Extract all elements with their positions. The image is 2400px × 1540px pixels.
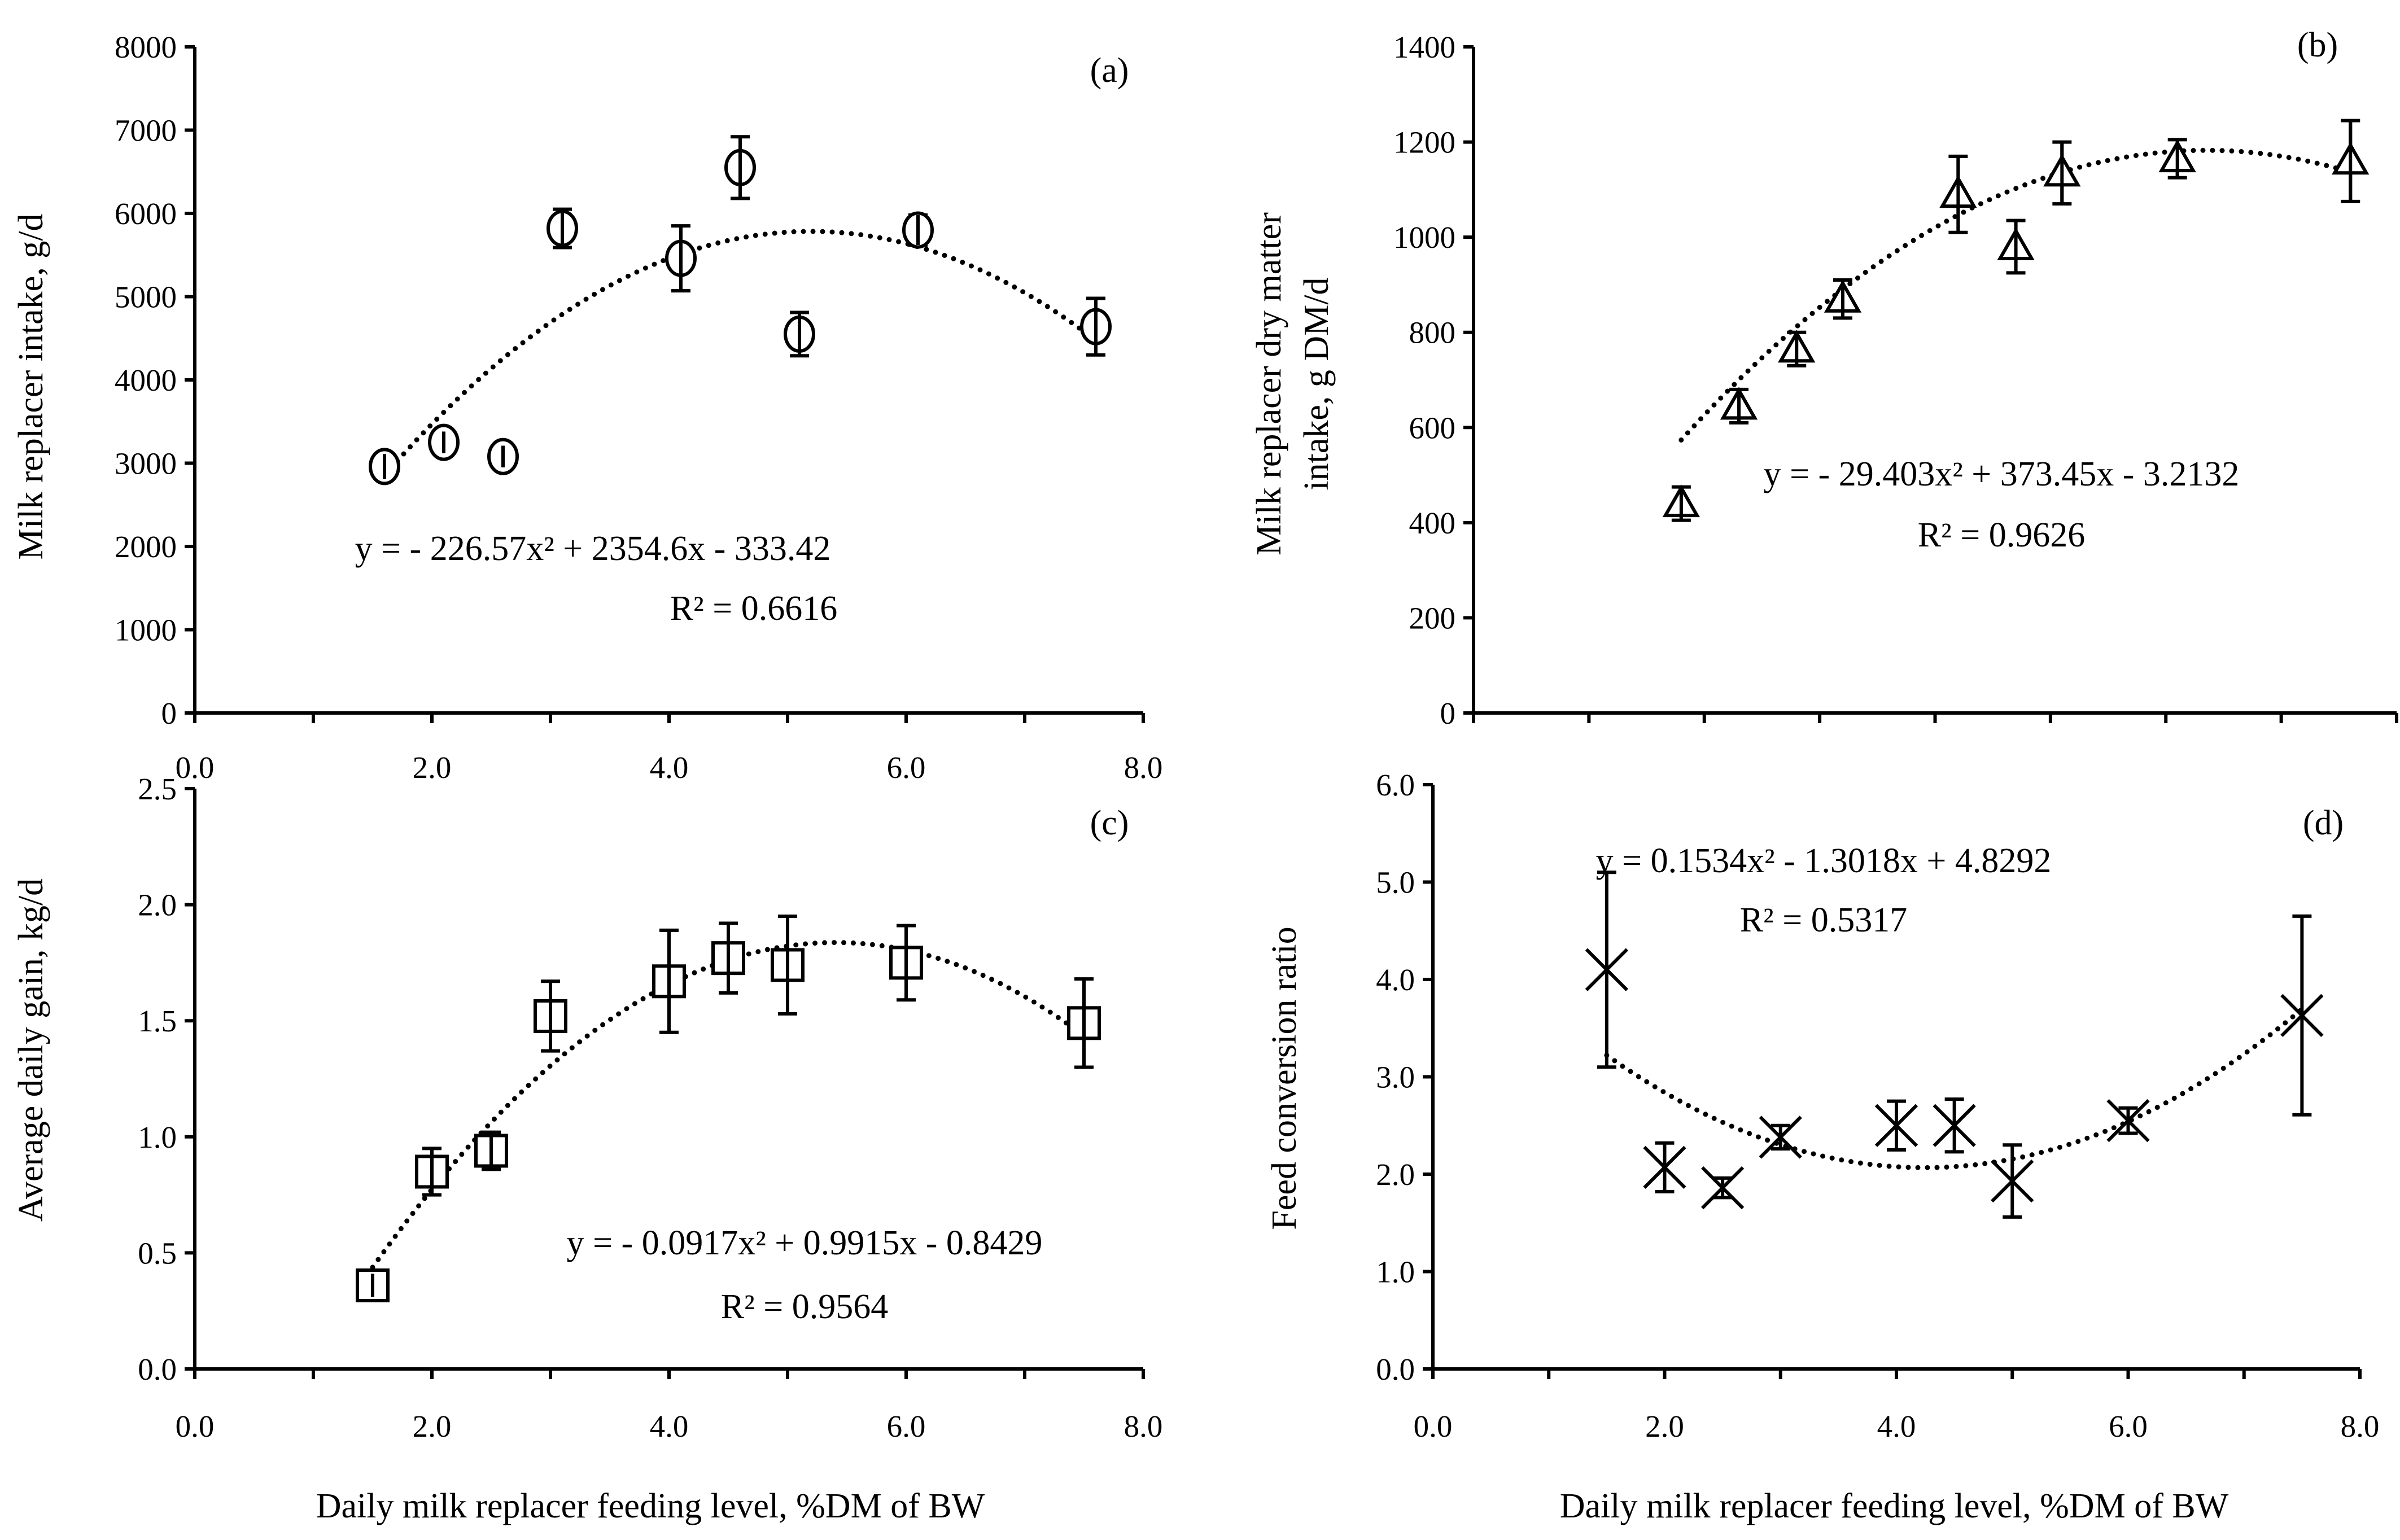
panel-a-y-tick-label: 6000 bbox=[115, 196, 177, 231]
panel-c-y-tick-label: 1.0 bbox=[138, 1120, 177, 1154]
panel-d-x-tick-label: 0.0 bbox=[1414, 1409, 1453, 1443]
panel-a-y-tick-label: 8000 bbox=[115, 30, 177, 64]
panel-d-data-point bbox=[2280, 994, 2324, 1037]
panel-c-y-tick-label: 0.0 bbox=[138, 1352, 177, 1386]
panel-d-data-point bbox=[2106, 1099, 2150, 1143]
panel-b-equation: y = - 29.403x² + 373.45x - 3.2132 bbox=[1764, 455, 2240, 493]
panel-a: Milk replacer intake, g/d (a) y = - 226.… bbox=[12, 30, 1162, 785]
panel-d-y-tick-label: 5.0 bbox=[1376, 865, 1415, 900]
panel-a-y-tick-label: 4000 bbox=[115, 363, 177, 397]
panel-a-x-tick-label: 4.0 bbox=[650, 750, 689, 785]
panel-a-equation: y = - 226.57x² + 2354.6x - 333.42 bbox=[355, 530, 831, 568]
panel-c-label: (c) bbox=[1090, 804, 1129, 842]
panel-b: Milk replacer dry matter intake, g DM/d … bbox=[1250, 26, 2398, 730]
panel-c-x-tick-label: 2.0 bbox=[413, 1409, 452, 1443]
panel-d-label: (d) bbox=[2303, 804, 2344, 842]
panel-c-x-tick-label: 6.0 bbox=[887, 1409, 926, 1443]
panel-c-equation: y = - 0.0917x² + 0.9915x - 0.8429 bbox=[567, 1224, 1043, 1262]
panel-d-data-point bbox=[1701, 1166, 1745, 1210]
panel-a-x-tick-label: 6.0 bbox=[887, 750, 926, 785]
panel-a-y-tick-label: 3000 bbox=[115, 447, 177, 481]
panel-b-y-tick-label: 1200 bbox=[1393, 125, 1455, 160]
panel-b-label: (b) bbox=[2297, 26, 2338, 64]
panel-a-y-tick-label: 7000 bbox=[115, 113, 177, 148]
panel-c-x-tick-label: 0.0 bbox=[176, 1409, 215, 1443]
panel-c-x-tick-label: 8.0 bbox=[1124, 1409, 1163, 1443]
panel-c-y-tick-label: 2.5 bbox=[138, 772, 177, 806]
panel-c-ylabel: Average daily gain, kg/d bbox=[12, 878, 50, 1222]
panel-d-data-point bbox=[1933, 1104, 1976, 1147]
panel-b-y-tick-label: 200 bbox=[1409, 601, 1456, 635]
panel-b-y-tick-label: 0 bbox=[1440, 696, 1456, 730]
panel-d-x-tick-label: 6.0 bbox=[2109, 1409, 2148, 1443]
panel-b-y-tick-label: 600 bbox=[1409, 410, 1456, 445]
panel-c-xlabel: Daily milk replacer feeding level, %DM o… bbox=[316, 1487, 985, 1525]
panel-c-y-tick-label: 0.5 bbox=[138, 1236, 177, 1270]
panel-a-x-tick-label: 2.0 bbox=[413, 750, 452, 785]
panel-d-ylabel: Feed conversion ratio bbox=[1265, 926, 1304, 1230]
panel-d-y-tick-label: 2.0 bbox=[1376, 1157, 1415, 1192]
panel-d-y-tick-label: 3.0 bbox=[1376, 1060, 1415, 1095]
panel-b-ylabel-line-1: Milk replacer dry matter bbox=[1250, 212, 1288, 555]
panel-b-ylabel-line-2: intake, g DM/d bbox=[1297, 277, 1336, 490]
panel-a-label: (a) bbox=[1090, 51, 1129, 90]
panel-a-ylabel: Milk replacer intake, g/d bbox=[12, 214, 50, 560]
panel-d-y-tick-label: 4.0 bbox=[1376, 963, 1415, 997]
panel-d-x-tick-label: 2.0 bbox=[1645, 1409, 1684, 1443]
panel-a-y-tick-label: 2000 bbox=[115, 530, 177, 564]
panel-a-y-tick-label: 5000 bbox=[115, 280, 177, 314]
panel-d-data-point bbox=[1874, 1104, 1918, 1147]
panel-d-y-tick-label: 6.0 bbox=[1376, 768, 1415, 802]
panel-a-r-squared: R² = 0.6616 bbox=[670, 589, 837, 628]
panel-d-data-point bbox=[1991, 1159, 2034, 1203]
panel-d-data-point bbox=[1585, 948, 1629, 991]
panel-a-x-tick-label: 0.0 bbox=[176, 750, 215, 785]
panel-d-x-tick-label: 4.0 bbox=[1877, 1409, 1916, 1443]
panel-a-y-tick-label: 0 bbox=[161, 696, 177, 730]
panel-b-y-tick-label: 1000 bbox=[1393, 220, 1455, 255]
panel-d-xlabel: Daily milk replacer feeding level, %DM o… bbox=[1560, 1487, 2229, 1525]
panel-d-y-tick-label: 1.0 bbox=[1376, 1255, 1415, 1289]
panel-d-y-tick-label: 0.0 bbox=[1376, 1352, 1415, 1386]
panel-b-y-tick-label: 800 bbox=[1409, 316, 1456, 350]
panel-c-x-tick-label: 4.0 bbox=[650, 1409, 689, 1443]
panel-a-x-tick-label: 8.0 bbox=[1124, 750, 1163, 785]
panel-c-r-squared: R² = 0.9564 bbox=[721, 1288, 888, 1326]
panel-c-y-tick-label: 2.0 bbox=[138, 888, 177, 922]
panel-b-y-tick-label: 1400 bbox=[1393, 30, 1455, 64]
panel-c-y-tick-label: 1.5 bbox=[138, 1004, 177, 1038]
panel-d-data-point bbox=[1643, 1145, 1686, 1189]
panel-d-data-point bbox=[1759, 1115, 1802, 1159]
panel-b-trendline bbox=[1678, 147, 2353, 443]
panel-d-x-tick-label: 8.0 bbox=[2341, 1409, 2380, 1443]
panel-b-y-tick-label: 400 bbox=[1409, 506, 1456, 540]
panel-d: Feed conversion ratio (d) y = 0.1534x² -… bbox=[1265, 768, 2379, 1525]
panel-d-trendline bbox=[1604, 1007, 2305, 1170]
panel-c: Average daily gain, kg/d (c) y = - 0.091… bbox=[12, 772, 1162, 1525]
panel-d-r-squared: R² = 0.5317 bbox=[1740, 901, 1907, 939]
panel-d-equation: y = 0.1534x² - 1.3018x + 4.8292 bbox=[1596, 842, 2052, 880]
panel-b-r-squared: R² = 0.9626 bbox=[1918, 516, 2085, 554]
panel-a-y-tick-label: 1000 bbox=[115, 613, 177, 648]
